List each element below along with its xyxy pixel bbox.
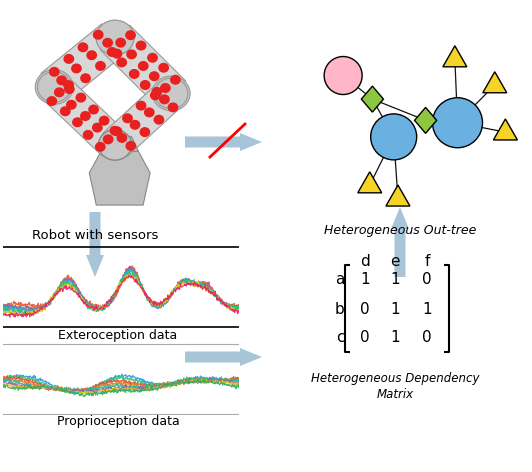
Text: Heterogeneous Out-tree: Heterogeneous Out-tree <box>324 224 476 237</box>
Circle shape <box>371 114 417 160</box>
Text: 1: 1 <box>390 302 400 317</box>
FancyArrow shape <box>185 133 262 151</box>
Text: 1: 1 <box>390 272 400 287</box>
Text: d: d <box>360 254 370 270</box>
Text: 1: 1 <box>360 272 370 287</box>
Text: Heterogeneous Dependency: Heterogeneous Dependency <box>311 372 479 385</box>
Text: b: b <box>335 302 345 317</box>
Polygon shape <box>483 72 507 93</box>
Circle shape <box>324 57 362 94</box>
Text: 0: 0 <box>422 272 432 287</box>
Text: Proprioception data: Proprioception data <box>56 415 179 428</box>
Text: 1: 1 <box>422 302 432 317</box>
Polygon shape <box>386 185 410 206</box>
Polygon shape <box>361 86 384 112</box>
Text: a: a <box>335 272 345 287</box>
Polygon shape <box>493 119 518 140</box>
Polygon shape <box>414 107 437 134</box>
Text: c: c <box>336 330 344 346</box>
FancyArrow shape <box>391 207 409 277</box>
Text: Matrix: Matrix <box>377 388 413 401</box>
Text: 0: 0 <box>422 330 432 346</box>
FancyArrow shape <box>185 348 262 366</box>
Text: 1: 1 <box>390 330 400 346</box>
FancyArrow shape <box>86 212 104 277</box>
Polygon shape <box>443 46 467 67</box>
Text: f: f <box>425 254 430 270</box>
Text: e: e <box>390 254 400 270</box>
Text: Exteroception data: Exteroception data <box>59 329 178 342</box>
Circle shape <box>433 98 483 148</box>
Text: 0: 0 <box>360 330 370 346</box>
Text: Robot with sensors: Robot with sensors <box>32 229 158 242</box>
Text: 0: 0 <box>360 302 370 317</box>
Polygon shape <box>358 172 382 193</box>
